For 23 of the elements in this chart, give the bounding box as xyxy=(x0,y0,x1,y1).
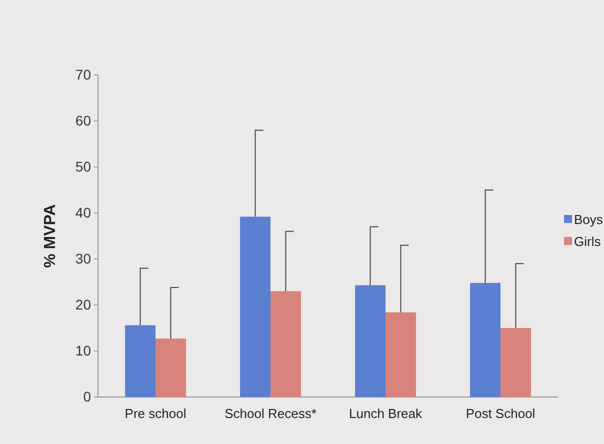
bar xyxy=(125,325,156,397)
y-tick-label: 50 xyxy=(75,158,92,174)
y-tick-label: 30 xyxy=(75,250,92,266)
bar xyxy=(240,216,270,397)
y-tick-label: 20 xyxy=(75,296,92,312)
x-tick-label: Pre school xyxy=(124,406,186,422)
bar xyxy=(156,338,186,397)
legend-label: Girls xyxy=(574,234,602,249)
x-tick-label: School Recess* xyxy=(224,406,316,422)
bar xyxy=(386,312,416,397)
y-tick-label: 10 xyxy=(75,342,92,358)
y-axis-title: % MVPA xyxy=(42,204,59,268)
bar xyxy=(270,291,301,397)
y-tick-label: 70 xyxy=(75,66,92,82)
y-tick-label: 40 xyxy=(75,204,92,220)
legend-label: Boys xyxy=(574,212,604,227)
x-tick-label: Lunch Break xyxy=(349,406,422,422)
x-tick-label: Post School xyxy=(466,406,536,422)
bar xyxy=(500,328,531,397)
bar xyxy=(470,282,500,397)
y-tick-label: 0 xyxy=(83,388,92,404)
bar xyxy=(355,285,386,397)
y-tick-label: 60 xyxy=(75,112,92,128)
